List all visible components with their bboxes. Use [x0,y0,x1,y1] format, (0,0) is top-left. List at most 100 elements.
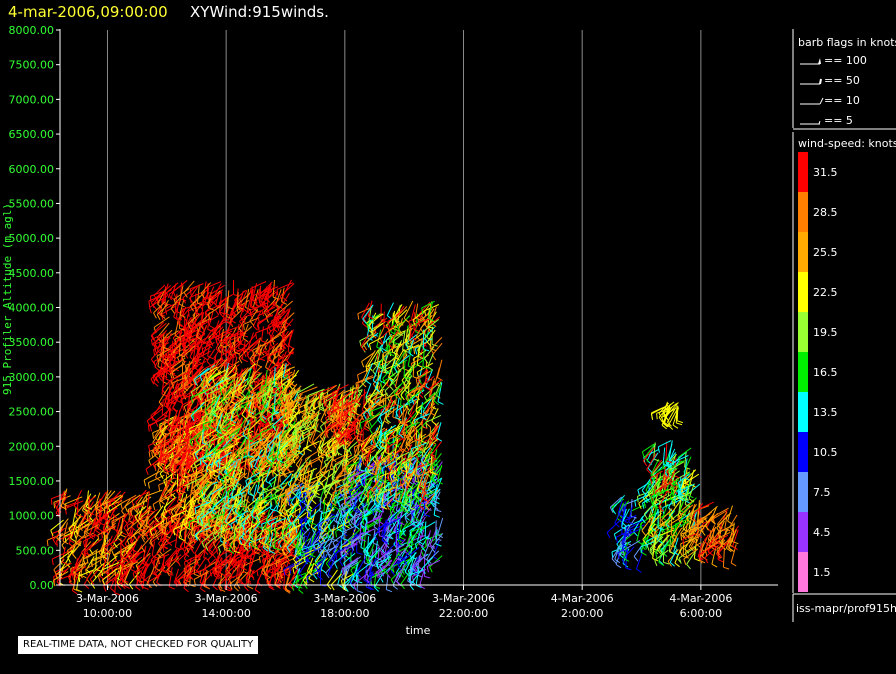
wind-barb [157,449,167,466]
wind-barb [114,573,118,593]
wind-barb-flag [217,573,222,579]
wind-barb-flag [123,527,129,533]
wind-barb-flag [187,536,193,542]
wind-barb [124,494,141,507]
wind-barb [288,568,298,586]
wind-barb-flag [207,559,212,566]
wind-barb-flag [147,482,150,489]
wind-barb [251,286,253,307]
wind-barb-flag [91,561,93,568]
wind-barb-flag [104,502,109,508]
wind-barb [107,506,116,526]
wind-barb-flag [169,372,173,379]
wind-barb [183,280,195,293]
wind-barb [143,543,153,562]
wind-barb [189,499,197,517]
wind-barb-flag [193,536,196,543]
wind-barb-flag [255,332,257,339]
wind-barb-flag [217,556,220,563]
wind-barb-flag [50,498,53,505]
wind-barb [52,529,64,541]
wind-barb [109,490,122,503]
wind-barb-flag [159,473,164,479]
wind-barb [148,418,163,427]
wind-barb-flag [276,546,282,551]
wind-barb [81,495,90,511]
wind-barb [135,552,151,566]
wind-barb-flag [46,540,49,547]
wind-barb-flag [148,460,152,467]
wind-barb-flag [120,534,127,538]
wind-barb-flag [238,463,241,470]
wind-barb [131,491,150,500]
wind-barb [85,558,103,570]
wind-barb [264,286,279,293]
wind-barb-flag [149,539,153,546]
wind-barb-flag [182,345,187,351]
wind-barb-flag [173,529,176,536]
wind-barb [166,282,179,293]
wind-barb [76,571,81,590]
wind-barb [261,326,264,341]
wind-barb-flag [142,562,149,567]
wind-barb-flag [196,570,202,576]
wind-barb-flag [89,579,95,585]
wind-barb [133,523,144,536]
wind-barb [78,561,88,574]
wind-barb-flag [275,560,278,568]
wind-barb-flag [141,536,146,543]
wind-barb-flag [62,540,69,545]
wind-barb [177,566,191,582]
wind-barb-flag [190,539,197,543]
wind-barb [158,529,172,544]
wind-barb [116,520,124,538]
wind-barb-flag [221,490,225,497]
wind-barb-flag [217,348,223,354]
wind-barb-flag [121,510,126,517]
wind-barb-flag [188,544,195,549]
wind-barb-flag [272,352,277,358]
wind-barb [266,423,278,434]
wind-barb [103,573,120,587]
wind-barb-flag [245,578,252,583]
wind-barb-flag [72,590,78,595]
wind-barb-flag [206,360,212,367]
wind-barb [86,548,104,559]
wind-barb [105,572,117,583]
wind-barb-flag [140,504,146,510]
wind-barb-flag [236,307,239,314]
wind-barb [178,518,184,539]
wind-barb-flag [240,343,247,346]
wind-barb [169,426,177,441]
wind-barb [104,490,116,503]
wind-barb-flag [178,417,181,424]
wind-barb-flag [116,537,123,542]
wind-barb-flag [83,507,89,513]
wind-barb [276,282,294,290]
wind-barb-flag [149,534,154,540]
wind-barb-flag [199,571,203,578]
wind-barb [176,485,188,502]
wind-barb [188,498,194,517]
wind-barb [217,557,231,574]
wind-barb [184,553,201,563]
wind-barb [116,567,122,584]
wind-barb-flag [129,510,133,517]
wind-barb [164,481,177,496]
wind-barb [73,489,83,506]
wind-barb [275,551,288,561]
wind-barb-flag [189,288,192,295]
wind-barb-flag [265,417,268,424]
wind-barb-flag [160,514,163,521]
wind-barb [241,550,248,568]
wind-barb [243,549,259,561]
wind-barb [128,503,135,521]
wind-barb [83,570,93,585]
wind-barb [183,318,186,335]
wind-barb-flag [271,367,274,374]
wind-barb-flag [53,569,58,576]
wind-barb [166,496,178,510]
wind-barb-flag [56,540,58,547]
wind-barb-flag [189,501,194,508]
wind-barb [168,382,171,402]
